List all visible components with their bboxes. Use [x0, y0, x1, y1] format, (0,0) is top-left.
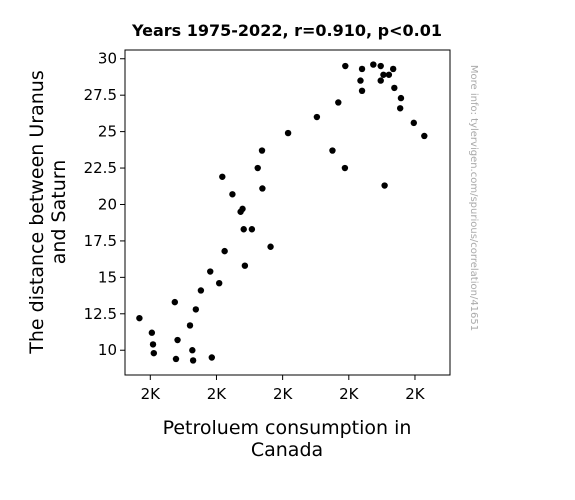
data-points — [136, 61, 428, 364]
y-axis-label-line-1: The distance between Uranus — [26, 70, 48, 354]
data-point — [370, 61, 377, 68]
data-point — [396, 105, 404, 112]
data-point — [397, 94, 405, 102]
data-point — [186, 322, 194, 329]
chart-title: Years 1975-2022, r=0.910, p<0.01 — [131, 21, 442, 40]
data-point — [171, 298, 179, 306]
data-point — [241, 262, 249, 269]
x-tick-label: 2K — [273, 385, 294, 403]
y-tick-label: 20 — [98, 195, 117, 213]
data-point — [358, 87, 366, 95]
y-tick-label: 22.5 — [84, 159, 117, 177]
x-tick-label: 2K — [207, 385, 228, 403]
data-point — [313, 113, 321, 121]
data-point — [341, 164, 349, 172]
data-point — [267, 243, 274, 250]
data-point — [389, 65, 397, 73]
y-tick-label: 30 — [98, 50, 117, 68]
data-point — [254, 164, 261, 172]
data-point — [189, 347, 196, 354]
x-axis-label-line-2: Canada — [251, 439, 323, 461]
x-axis-label-line-1: Petroluem consumption in — [163, 417, 412, 439]
x-tick-label: 2K — [405, 385, 426, 403]
y-tick-label: 15 — [98, 268, 117, 286]
data-point — [329, 147, 336, 154]
data-point — [410, 119, 418, 127]
data-point — [239, 205, 246, 213]
data-point — [174, 336, 181, 344]
y-tick-label: 27.5 — [84, 86, 117, 104]
x-axis: 2K 2K 2K 2K 2K — [141, 375, 426, 403]
data-point — [335, 99, 342, 106]
data-point — [197, 287, 205, 294]
y-tick-label: 25 — [98, 123, 117, 141]
data-point — [189, 357, 197, 364]
data-point — [229, 191, 236, 198]
data-point — [377, 62, 384, 70]
y-tick-label: 12.5 — [84, 305, 117, 323]
y-tick-label: 17.5 — [84, 232, 117, 250]
data-point — [215, 279, 223, 287]
x-tick-label: 2K — [339, 385, 360, 403]
data-point — [259, 185, 266, 192]
data-point — [385, 71, 393, 78]
data-point — [192, 306, 200, 313]
y-axis-label-line-2: and Saturn — [48, 160, 70, 265]
data-point — [258, 147, 266, 154]
data-point — [207, 268, 214, 275]
data-point — [148, 329, 156, 336]
y-tick-label: 10 — [98, 341, 117, 359]
data-point — [136, 314, 143, 322]
x-tick-label: 2K — [141, 385, 162, 403]
y-axis: 10 12.5 15 17.5 20 22.5 25 27.5 30 — [84, 50, 125, 359]
data-point — [342, 62, 349, 70]
data-point — [380, 71, 387, 78]
plot-frame — [124, 49, 451, 376]
data-point — [208, 354, 215, 361]
data-point — [150, 349, 158, 357]
data-point — [219, 173, 226, 180]
data-point — [357, 77, 364, 84]
data-point — [172, 355, 180, 363]
data-point — [248, 226, 256, 233]
watermark-text: More info: tylervigen.com/spurious/corre… — [468, 65, 479, 331]
data-point — [421, 132, 428, 140]
data-point — [149, 341, 157, 348]
data-point — [240, 226, 247, 233]
data-point — [358, 65, 366, 73]
data-point — [221, 247, 228, 255]
data-point — [377, 77, 384, 84]
data-point — [391, 84, 398, 92]
data-point — [284, 129, 292, 137]
data-point — [381, 182, 388, 189]
